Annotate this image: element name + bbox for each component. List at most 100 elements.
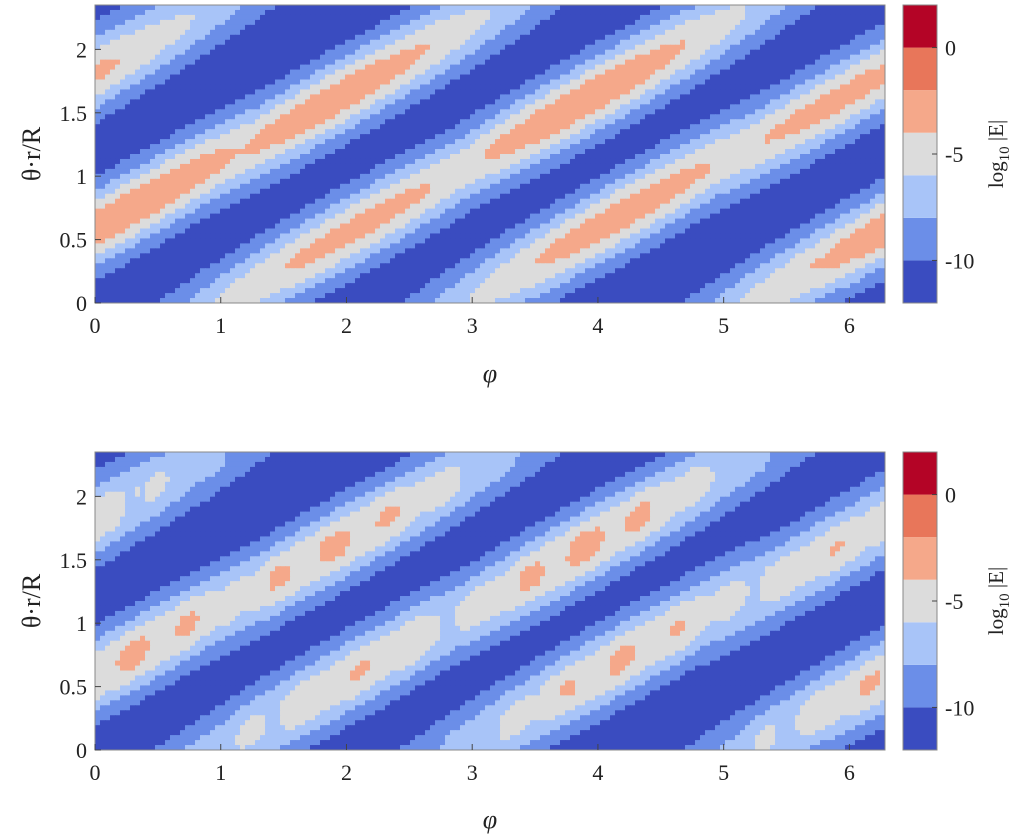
contour-cell <box>210 39 216 46</box>
contour-cell <box>535 69 541 76</box>
contour-cell <box>555 74 561 81</box>
contour-cell <box>455 119 461 125</box>
contour-cell <box>610 84 616 91</box>
contour-cell <box>160 44 166 51</box>
contour-cell <box>820 79 826 86</box>
contour-cell <box>720 154 726 160</box>
contour-cell <box>365 19 371 26</box>
contour-cell <box>785 104 791 110</box>
contour-cell <box>245 104 251 110</box>
contour-cell <box>530 14 536 21</box>
contour-cell <box>735 119 741 125</box>
contour-cell <box>255 134 261 140</box>
contour-cell <box>640 44 646 51</box>
contour-cell <box>650 114 656 120</box>
contour-cell <box>185 129 191 135</box>
contour-cell <box>480 69 486 76</box>
contour-cell <box>805 39 811 46</box>
contour-cell <box>625 29 631 36</box>
contour-cell <box>320 19 326 26</box>
contour-cell <box>385 154 391 160</box>
contour-cell <box>750 119 756 125</box>
contour-cell <box>145 54 151 61</box>
contour-cell <box>95 158 101 165</box>
contour-cell <box>450 54 456 61</box>
contour-cell <box>820 109 826 115</box>
contour-cell <box>240 89 246 95</box>
contour-cell <box>175 69 181 76</box>
contour-cell <box>285 59 291 66</box>
contour-cell <box>280 64 286 71</box>
contour-cell <box>860 154 866 160</box>
contour-cell <box>605 54 611 61</box>
contour-cell <box>355 59 361 66</box>
contour-cell <box>725 64 731 71</box>
contour-cell <box>180 158 186 165</box>
contour-cell <box>635 39 641 46</box>
contour-cell <box>730 139 736 145</box>
contour-cell <box>205 144 211 150</box>
contour-cell <box>825 99 831 105</box>
contour-cell <box>715 44 721 51</box>
contour-cell <box>185 29 191 36</box>
contour-cell <box>120 84 126 91</box>
contour-cell <box>535 129 541 135</box>
contour-cell <box>430 158 436 165</box>
contour-cell <box>470 124 476 130</box>
contour-cell <box>365 29 371 36</box>
contour-cell <box>750 129 756 135</box>
contour-cell <box>840 5 846 11</box>
contour-cell <box>420 119 426 125</box>
contour-cell <box>805 54 811 61</box>
contour-cell <box>255 29 261 36</box>
contour-cell <box>690 134 696 140</box>
contour-cell <box>565 5 571 11</box>
contour-cell <box>475 24 481 31</box>
contour-cell <box>635 69 641 76</box>
contour-cell <box>815 134 821 140</box>
contour-cell <box>745 44 751 51</box>
contour-cell <box>800 49 806 56</box>
contour-cell <box>95 59 101 66</box>
contour-cell <box>645 5 651 11</box>
contour-cell <box>285 119 291 125</box>
contour-cell <box>535 89 541 95</box>
contour-cell <box>700 124 706 130</box>
contour-cell <box>805 64 811 71</box>
contour-cell <box>830 69 836 76</box>
contour-cell <box>105 29 111 36</box>
contour-cell <box>590 84 596 91</box>
contour-cell <box>440 14 446 21</box>
contour-cell <box>145 119 151 125</box>
contour-cell <box>755 14 761 21</box>
contour-cell <box>480 49 486 56</box>
contour-cell <box>535 99 541 105</box>
contour-cell <box>295 9 301 16</box>
contour-cell <box>760 9 766 16</box>
contour-cell <box>845 109 851 115</box>
contour-cell <box>690 124 696 130</box>
contour-cell <box>110 119 116 125</box>
contour-cell <box>840 144 846 150</box>
contour-cell <box>670 129 676 135</box>
contour-cell <box>560 144 566 150</box>
contour-cell <box>430 19 436 26</box>
contour-cell <box>575 74 581 81</box>
contour-cell <box>130 29 136 36</box>
contour-cell <box>220 158 226 165</box>
contour-cell <box>830 39 836 46</box>
contour-cell <box>490 24 496 31</box>
contour-cell <box>850 139 856 145</box>
contour-cell <box>390 5 396 11</box>
contour-cell <box>360 54 366 61</box>
contour-cell <box>865 124 871 130</box>
contour-cell <box>685 74 691 81</box>
contour-cell <box>620 129 626 135</box>
contour-cell <box>715 9 721 16</box>
contour-cell <box>745 59 751 66</box>
contour-cell <box>770 74 776 81</box>
contour-cell <box>830 94 836 100</box>
contour-cell <box>820 64 826 71</box>
contour-cell <box>870 94 876 100</box>
contour-cell <box>170 89 176 95</box>
